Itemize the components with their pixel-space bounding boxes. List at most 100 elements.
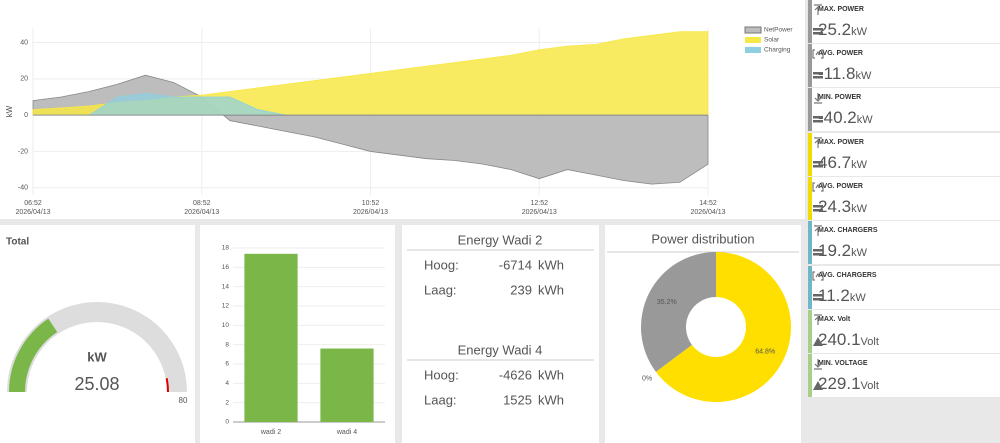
gauge-value-label: 25.08 [74,374,119,394]
icon-up [813,381,823,390]
row-unit: kWh [538,367,564,382]
unit: kW [851,247,867,259]
pie-label: 0% [642,375,652,382]
value: 240.1 [818,330,861,349]
icon-min [814,93,822,104]
x-tick-label: 2026/04/13 [353,209,388,216]
icon-min [814,359,822,370]
stat-panel: AVG. POWER -11.8kW [808,44,1000,87]
pie-title: Power distribution [651,231,754,246]
y-tick-label: 12 [222,303,230,310]
icon-equal [813,116,823,123]
y-tick-label: -40 [18,185,28,192]
value: 24.3 [818,197,852,216]
x-tick-label: 2026/04/13 [184,209,219,216]
row-value: -4626 [499,367,532,382]
x-tick-label: 08:52 [193,200,211,207]
row-value: 239 [510,282,532,297]
y-tick-label: 6 [225,361,229,368]
x-tick-label: wadi 2 [260,429,281,436]
x-tick-label: 10:52 [362,200,380,207]
pie-slice [655,252,791,402]
stat-label: AVG. CHARGERS [818,272,877,279]
stat-panel: MIN. VOLTAGE 229.1Volt [808,354,1000,397]
gauge-value [9,318,58,392]
y-tick-label: 20 [20,76,28,83]
row-unit: kWh [538,392,564,407]
y-tick-label: 0 [225,419,229,426]
x-tick-label: 2026/04/13 [15,209,50,216]
unit: kW [849,292,866,304]
y-tick-label: 16 [222,264,230,271]
icon-equal [813,161,823,168]
icon-equal [813,72,823,79]
stat-value: 11.2kW [818,286,866,306]
unit: Volt [860,380,879,392]
bar [244,253,298,422]
energy-title: Energy Wadi 4 [458,342,543,357]
unit: kW [851,159,867,171]
y-tick-label: 2 [225,399,229,406]
stat-panel: MAX. CHARGERS 19.2kW [808,221,1000,264]
unit: kW [855,70,872,82]
stat-value: -40.2kW [818,108,873,128]
stat-panel: MIN. POWER -40.2kW [808,88,1000,131]
y-tick-label: 10 [222,322,230,329]
pie-label: 64.8% [755,349,775,356]
gauge-unit: kW [87,349,107,364]
stat-label: MAX. Volt [818,316,851,323]
y-tick-label: 4 [225,380,229,387]
row-value: -6714 [499,257,532,272]
stat-label: AVG. POWER [818,183,863,190]
icon-avg [812,182,824,192]
legend-swatch [744,26,762,34]
icon-equal [813,294,823,301]
icon-up [813,337,823,346]
x-tick-label: 12:52 [530,200,548,207]
icon-avg [812,49,824,59]
stat-panel: MAX. POWER 25.2kW [808,0,1000,43]
stat-value: 25.2kW [818,20,867,40]
stat-label: MAX. POWER [818,6,864,13]
unit: kW [856,114,873,126]
stat-panel: AVG. CHARGERS 11.2kW [808,266,1000,309]
icon-equal [813,205,823,212]
row-label: Hoog: [424,257,459,272]
panel [402,225,599,443]
stat-panel: AVG. POWER 24.3kW [808,177,1000,220]
icon-max [814,314,822,325]
icon-max [814,225,822,236]
stat-label: AVG. POWER [818,50,863,57]
value: 19.2 [818,241,852,260]
gauge-max-label: 80 [179,396,188,405]
gauge-title: Total [6,237,29,248]
legend-label: Charging [764,47,791,54]
stat-label: MAX. POWER [818,139,864,146]
stat-panel: MAX. POWER 46.7kW [808,133,1000,176]
y-tick-label: 8 [225,341,229,348]
y-axis-label: kW [5,105,14,117]
stat-panel: MAX. Volt 240.1Volt [808,310,1000,353]
row-value: 1525 [503,392,532,407]
y-tick-label: 14 [222,283,230,290]
energy-title: Energy Wadi 2 [458,232,543,247]
icon-max [814,137,822,148]
stat-value: 24.3kW [818,197,867,217]
stat-value: 240.1Volt [818,330,879,350]
icon-equal [813,28,823,35]
legend-label: Solar [764,37,780,44]
icon-equal [813,249,823,256]
value: -11.8 [818,64,856,83]
row-label: Laag: [424,282,457,297]
y-tick-label: 40 [20,39,28,46]
value: -40.2 [818,108,857,127]
stat-label: MIN. POWER [818,94,862,101]
stat-value: 229.1Volt [818,374,879,394]
value: 11.2 [818,286,850,305]
value: 46.7 [818,153,852,172]
x-tick-label: 14:52 [699,200,717,207]
legend-swatch [745,37,761,43]
y-tick-label: 0 [24,112,28,119]
unit: kW [851,26,867,38]
row-unit: kWh [538,257,564,272]
